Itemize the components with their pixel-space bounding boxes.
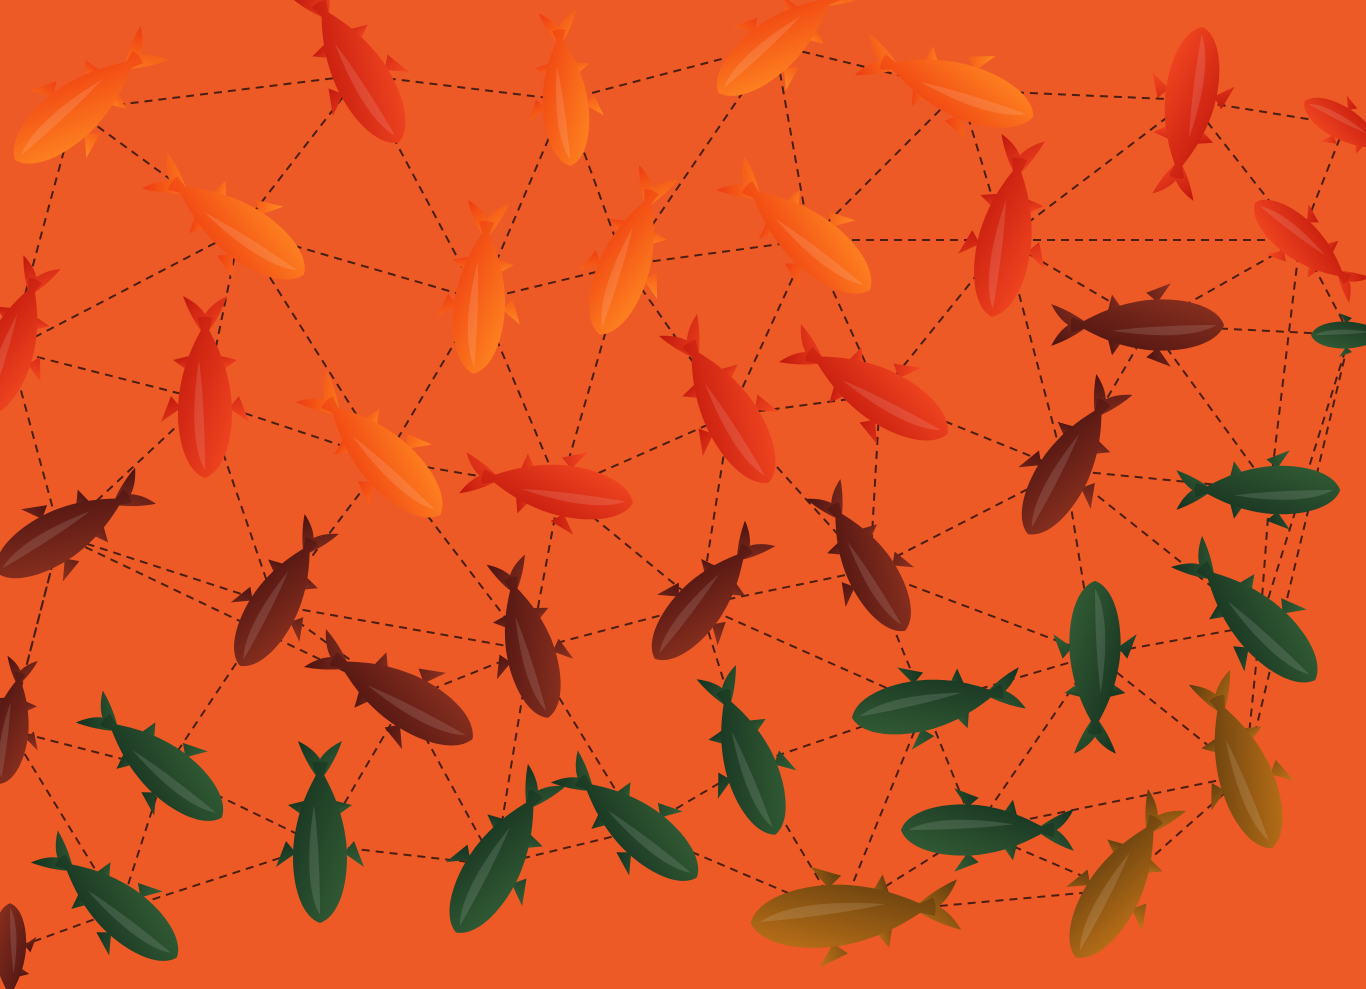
fish-red — [161, 296, 249, 478]
fish-red — [1254, 199, 1366, 303]
network-line — [1189, 99, 1301, 241]
fish-green — [75, 690, 224, 821]
network-line — [559, 264, 626, 491]
fish-amber — [750, 866, 962, 968]
fish-orange — [716, 156, 872, 294]
network-line — [274, 604, 531, 651]
network-line — [239, 74, 361, 231]
fish-orange — [716, 0, 865, 96]
network-line — [9, 349, 206, 401]
network-line — [839, 704, 926, 916]
fish-orange — [529, 10, 604, 167]
fish-green — [445, 763, 567, 933]
fish-red — [0, 255, 61, 416]
network-line — [1244, 334, 1351, 776]
fish-amber — [1065, 788, 1187, 958]
network-line — [9, 229, 241, 351]
fish-green — [900, 788, 1074, 872]
fish-orange — [436, 199, 520, 374]
fish-orange — [13, 26, 169, 164]
fish-maroon — [0, 467, 157, 582]
network-line — [974, 654, 1096, 831]
fish-red — [957, 133, 1045, 317]
fish-red — [778, 323, 948, 445]
network-line — [1149, 324, 1271, 491]
fish-green — [1053, 580, 1137, 754]
fish-orange — [578, 165, 679, 335]
fish-green — [1311, 313, 1366, 357]
fish-orange — [295, 370, 443, 518]
fish-green — [1176, 450, 1341, 530]
network-line — [59, 534, 406, 701]
fish-red — [658, 313, 780, 483]
fish-green — [852, 667, 1026, 750]
fish-green — [1170, 535, 1318, 683]
fish-maroon — [303, 628, 473, 750]
fish-maroon — [0, 655, 38, 784]
network-line — [809, 89, 961, 241]
fish-red — [459, 452, 633, 535]
fish-orange — [854, 33, 1034, 139]
network-line — [59, 534, 276, 606]
fish-amber — [1188, 669, 1294, 849]
fish-maroon — [1018, 373, 1133, 535]
fish-orange — [142, 152, 305, 280]
fish-maroon — [806, 479, 915, 631]
network-line — [869, 469, 1066, 571]
network-line — [1004, 239, 1066, 471]
fish-maroon — [0, 903, 37, 989]
network-line — [479, 264, 626, 301]
fish-green — [696, 665, 797, 835]
network-line — [359, 74, 566, 101]
network-line — [869, 569, 926, 706]
network-line — [1004, 99, 1191, 241]
network-line — [959, 89, 1191, 101]
fish-maroon — [486, 554, 574, 718]
network-line — [1244, 624, 1261, 776]
fish-red — [1304, 95, 1366, 154]
fish-maroon — [230, 514, 339, 666]
fish-red — [288, 0, 410, 143]
fish-green — [276, 741, 364, 923]
fish-maroon — [651, 520, 776, 661]
fish-green — [30, 830, 179, 961]
network-line — [1259, 334, 1351, 626]
fish-green — [550, 750, 699, 881]
fish-red — [1152, 27, 1235, 201]
network-line — [774, 44, 811, 241]
fish-maroon — [1051, 283, 1225, 367]
network-line — [119, 769, 166, 911]
network-line — [494, 829, 641, 866]
